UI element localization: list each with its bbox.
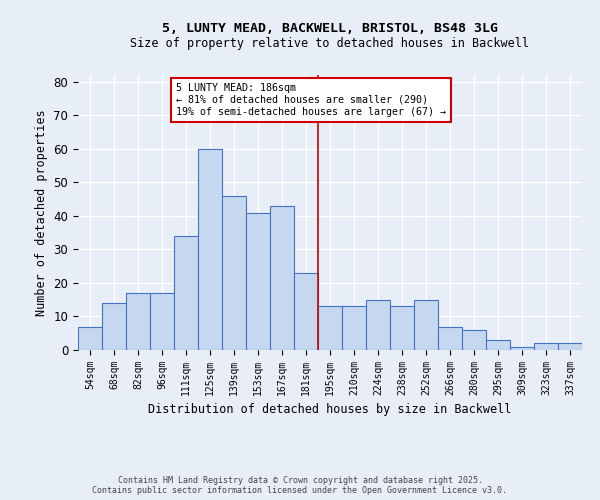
Bar <box>246 212 270 350</box>
Bar <box>390 306 414 350</box>
Bar <box>534 344 558 350</box>
Text: Size of property relative to detached houses in Backwell: Size of property relative to detached ho… <box>131 38 530 51</box>
Bar <box>366 300 390 350</box>
X-axis label: Distribution of detached houses by size in Backwell: Distribution of detached houses by size … <box>148 404 512 416</box>
Bar <box>198 149 222 350</box>
Bar <box>318 306 342 350</box>
Text: 5, LUNTY MEAD, BACKWELL, BRISTOL, BS48 3LG: 5, LUNTY MEAD, BACKWELL, BRISTOL, BS48 3… <box>162 22 498 36</box>
Bar <box>438 326 462 350</box>
Bar <box>558 344 582 350</box>
Bar <box>174 236 198 350</box>
Bar <box>342 306 366 350</box>
Bar <box>78 326 102 350</box>
Bar <box>270 206 294 350</box>
Bar <box>414 300 438 350</box>
Bar <box>126 293 150 350</box>
Bar <box>486 340 510 350</box>
Bar <box>222 196 246 350</box>
Bar <box>150 293 174 350</box>
Y-axis label: Number of detached properties: Number of detached properties <box>35 109 48 316</box>
Bar <box>294 273 318 350</box>
Bar <box>102 303 126 350</box>
Text: 5 LUNTY MEAD: 186sqm
← 81% of detached houses are smaller (290)
19% of semi-deta: 5 LUNTY MEAD: 186sqm ← 81% of detached h… <box>176 84 446 116</box>
Bar <box>510 346 534 350</box>
Bar <box>462 330 486 350</box>
Text: Contains HM Land Registry data © Crown copyright and database right 2025.
Contai: Contains HM Land Registry data © Crown c… <box>92 476 508 495</box>
